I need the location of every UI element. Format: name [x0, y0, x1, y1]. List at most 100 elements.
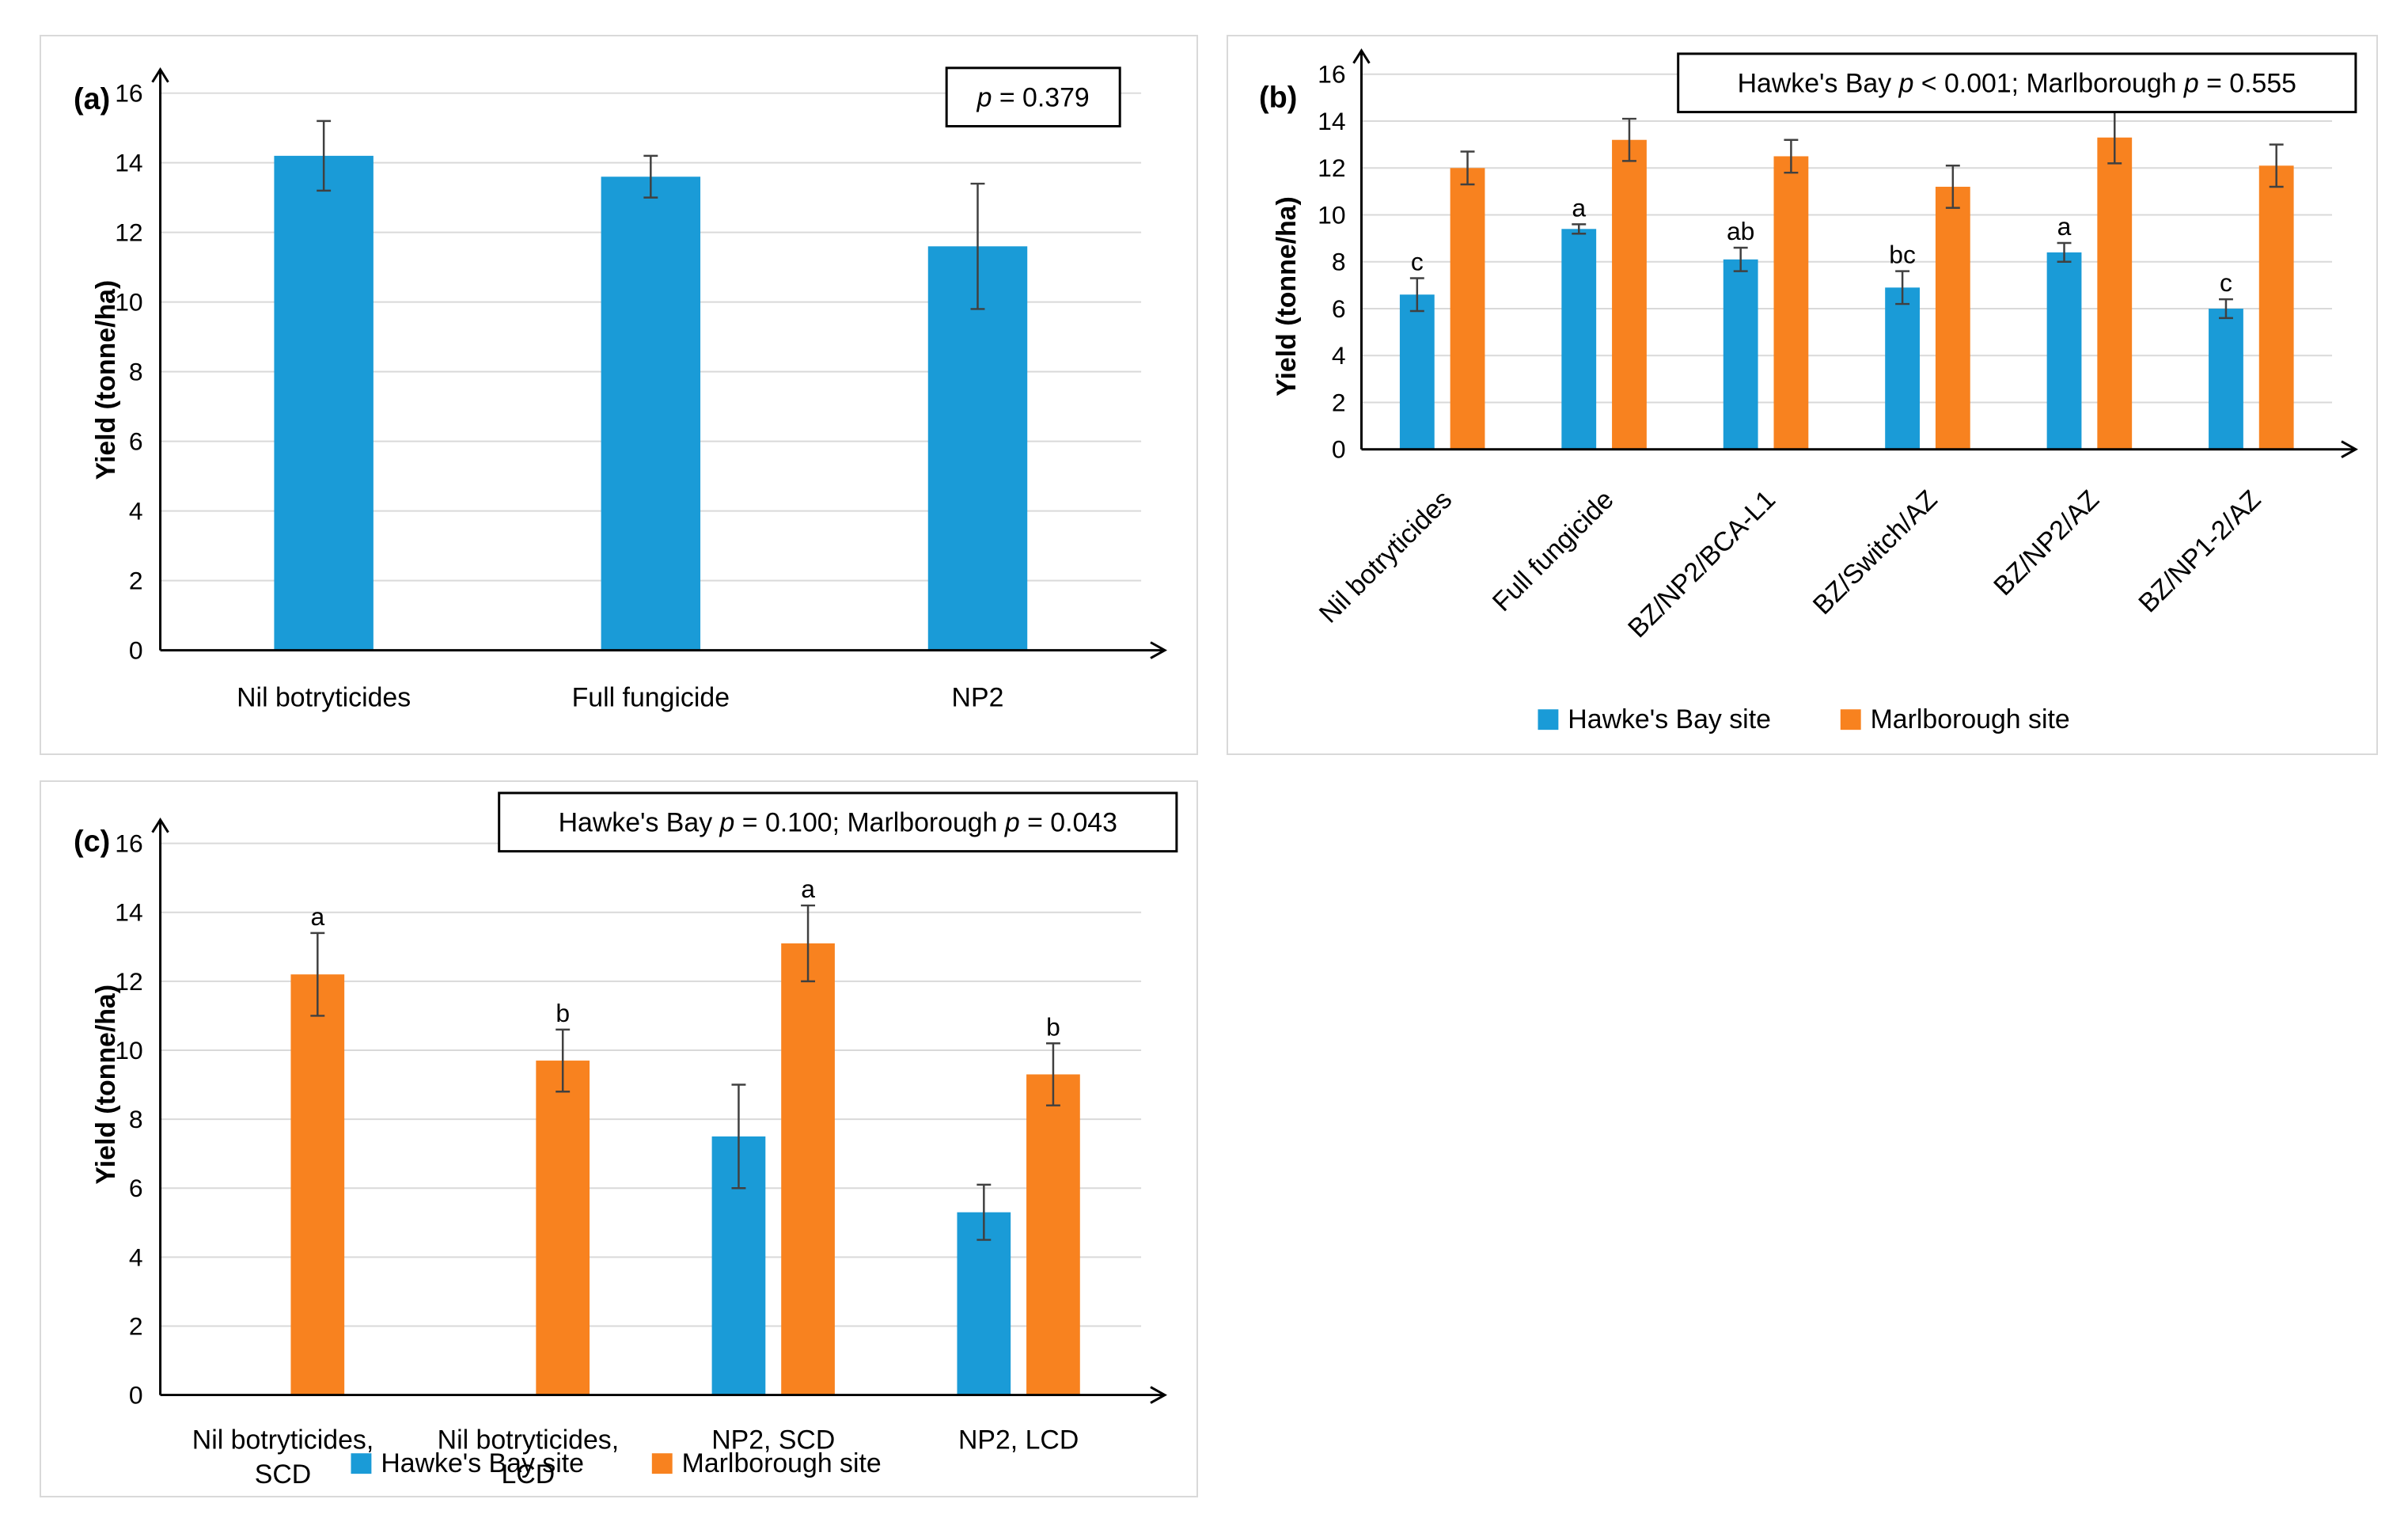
x-category-label: BZ/Switch/AZ — [1807, 484, 1943, 620]
bar-marlborough — [2097, 137, 2133, 450]
y-tick-label: 0 — [129, 636, 143, 665]
panel-label-c: (c) — [74, 825, 110, 859]
y-axis-label-a: Yield (tonne/ha) — [91, 280, 121, 480]
x-axis-arrow — [1150, 1386, 1168, 1404]
y-tick-label: 16 — [1318, 60, 1345, 89]
y-axis-arrow — [151, 66, 169, 83]
significance-letter: b — [1046, 1012, 1060, 1041]
x-category-label: Nil botryticides, — [438, 1425, 619, 1455]
chart-a: (a) Yield (tonne/ha) 0 2 4 6 8 10 12 14 16 Nil bo… — [74, 66, 1168, 712]
y-tick-label: 8 — [1332, 248, 1346, 276]
legend-swatch-hawkes-bay — [351, 1453, 372, 1474]
p-value-text: p — [719, 808, 735, 838]
significance-letter: c — [1411, 248, 1424, 276]
y-tick-label: 8 — [129, 1105, 143, 1133]
p-value-box-b — [1677, 52, 2357, 114]
bar-marlborough — [2258, 165, 2294, 450]
bar-marlborough — [536, 1061, 590, 1395]
bar-hawkes-bay — [1561, 229, 1597, 450]
x-category-label: BZ/NP1-2/AZ — [2133, 484, 2266, 618]
p-value-text: p — [1004, 808, 1020, 838]
y-axis-arrow — [1352, 48, 1371, 64]
chart-panel-b: (b) Yield (tonne/ha) c a ab bc a c 0 2 4 6 8 10 12 1… — [1227, 35, 2378, 755]
significance-letter: a — [310, 902, 324, 931]
bar — [927, 246, 1028, 651]
p-value-text: Hawke's Bay — [1738, 69, 1899, 99]
y-tick-label: 0 — [129, 1381, 143, 1410]
bar-hawkes-bay — [2209, 308, 2243, 450]
bar-marlborough — [1773, 156, 1809, 450]
x-axis-arrow — [1150, 641, 1168, 659]
panel-label-b: (b) — [1259, 82, 1297, 115]
legend-swatch-marlborough — [651, 1453, 673, 1474]
legend-swatch-hawkes-bay — [1538, 709, 1559, 731]
x-category-label: Full fungicide — [1487, 484, 1620, 617]
chart-panel-c: (c) Yield (tonne/ha) a b a b 0 2 4 6 8 10 12 14 16 N… — [40, 780, 1198, 1497]
x-category-label: BZ/NP2/BCA-L1 — [1622, 484, 1781, 643]
bar-hawkes-bay — [1885, 287, 1921, 450]
x-category-label: NP2, LCD — [958, 1425, 1079, 1455]
y-tick-label: 10 — [115, 1036, 142, 1064]
x-category-label: NP2 — [952, 682, 1004, 712]
bar — [274, 155, 374, 651]
y-tick-label: 10 — [115, 288, 142, 317]
p-value-text: = 0.555 — [2199, 69, 2296, 99]
x-category-label: Full fungicide — [572, 682, 730, 712]
y-tick-label: 2 — [129, 567, 143, 595]
p-value-box-a — [945, 66, 1121, 127]
p-value-annotation-c: Hawke's Bay p = 0.100; Marlborough p = 0… — [559, 808, 1117, 838]
bar — [601, 176, 701, 651]
y-tick-label: 14 — [115, 149, 142, 177]
y-tick-label: 16 — [115, 829, 142, 858]
x-category-label: Nil botryticides — [1314, 484, 1458, 628]
p-value-box-c — [498, 791, 1178, 853]
y-tick-label: 12 — [115, 218, 142, 247]
bar-marlborough — [781, 943, 835, 1395]
significance-letter: ab — [1727, 217, 1754, 245]
y-tick-label: 6 — [129, 1174, 143, 1202]
chart-c: (c) Yield (tonne/ha) a b a b 0 2 4 6 8 10 12 14 16 N… — [74, 791, 1178, 1490]
significance-letter: a — [1572, 193, 1586, 222]
p-value-text: p — [2183, 69, 2199, 99]
y-axis-arrow — [151, 817, 169, 833]
y-tick-label: 14 — [1318, 107, 1345, 135]
y-axis-label-c: Yield (tonne/ha) — [91, 985, 121, 1185]
legend-label-marlborough: Marlborough site — [1871, 704, 2070, 734]
panel-label-a: (a) — [74, 83, 110, 116]
p-value-text: p — [1898, 69, 1914, 99]
y-tick-label: 6 — [129, 427, 143, 456]
x-axis-arrow — [2341, 440, 2358, 458]
y-tick-label: 0 — [1332, 435, 1346, 464]
p-value-text: Hawke's Bay — [559, 808, 720, 838]
p-value-text: = 0.100; Marlborough — [734, 808, 1004, 838]
y-tick-label: 10 — [1318, 200, 1345, 229]
x-category-label: NP2, SCD — [711, 1425, 835, 1455]
p-symbol-a: p — [976, 83, 992, 113]
y-tick-label: 6 — [1332, 294, 1346, 323]
x-category-label: SCD — [255, 1459, 311, 1490]
p-value-a: = 0.379 — [992, 83, 1089, 113]
bar-marlborough — [1026, 1074, 1080, 1395]
legend-label-marlborough: Marlborough site — [682, 1448, 882, 1478]
y-tick-label: 4 — [1332, 341, 1346, 370]
legend-label-hawkes-bay: Hawke's Bay site — [381, 1448, 584, 1478]
bar-hawkes-bay — [2046, 252, 2082, 450]
chart-b: (b) Yield (tonne/ha) c a ab bc a c 0 2 4 6 8 10 12 1… — [1259, 48, 2358, 734]
y-tick-label: 8 — [129, 358, 143, 386]
bar-marlborough — [1935, 186, 1970, 450]
x-category-label: LCD — [502, 1459, 556, 1490]
y-tick-label: 14 — [115, 898, 142, 927]
y-tick-label: 12 — [1318, 154, 1345, 182]
bar-hawkes-bay — [1723, 259, 1758, 450]
x-category-label: BZ/NP2/AZ — [1988, 484, 2105, 602]
y-tick-label: 16 — [115, 79, 142, 108]
y-tick-label: 4 — [129, 1243, 143, 1271]
bar-marlborough — [1612, 139, 1647, 450]
x-category-label: Nil botryticides — [237, 682, 411, 712]
legend-label-hawkes-bay: Hawke's Bay site — [1568, 704, 1771, 734]
chart-panel-a: (a) Yield (tonne/ha) 0 2 4 6 8 10 12 14 16 Nil bo… — [40, 35, 1198, 755]
significance-letter: b — [556, 999, 570, 1027]
y-tick-label: 12 — [115, 967, 142, 996]
y-tick-label: 2 — [1332, 388, 1346, 416]
legend-swatch-marlborough — [1840, 709, 1861, 731]
